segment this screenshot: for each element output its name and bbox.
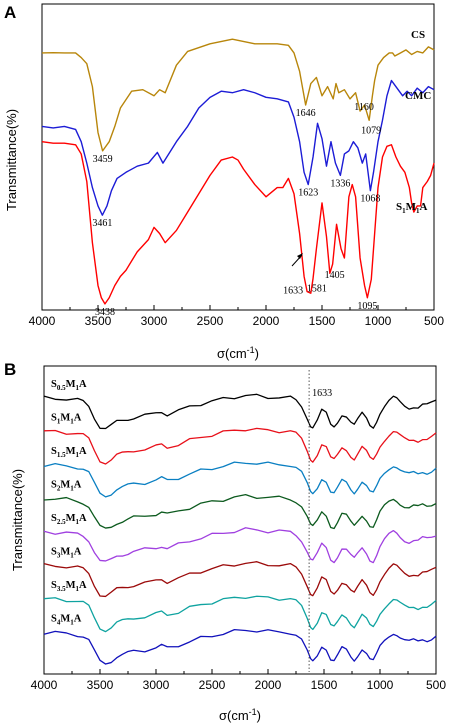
series-label-s1m1a: S1M1A	[51, 413, 82, 426]
series-label-s25m1a: S2.5M1A	[51, 513, 87, 526]
peak-label: 1095	[357, 301, 377, 312]
series-line-cs	[41, 38, 435, 152]
x-tick-label: 4000	[29, 314, 56, 328]
peak-label: 1623	[298, 188, 318, 199]
peak-label: 3459	[93, 154, 113, 165]
series-line-s35m1a	[43, 595, 437, 633]
panel-a-series-lines	[41, 38, 435, 305]
x-tick-label: 500	[424, 314, 444, 328]
reference-line-1633-label: 1633	[312, 388, 332, 399]
peak-label: 1633	[283, 286, 303, 297]
x-tick-label: 1000	[365, 314, 392, 328]
series-line-s25m1a	[43, 527, 437, 564]
series-line-s3m1a	[43, 561, 437, 598]
panel-a-x-ticks	[41, 305, 435, 310]
x-tick-label: 2500	[199, 678, 226, 692]
panel-b-series-lines	[43, 393, 437, 665]
panel-b-xlabel: σ(cm-1)	[219, 707, 261, 723]
series-label-s3m1a: S3M1A	[51, 547, 82, 560]
panel-b-letter: B	[4, 360, 16, 379]
x-tick-label: 500	[426, 678, 446, 692]
panel-b: B Transmittance(%) 4000 3500 3000 2500 2000 1…	[4, 360, 446, 723]
peak-label: 1405	[325, 270, 345, 281]
series-label-s2m1a: S2M1A	[51, 480, 82, 493]
x-tick-label: 1500	[311, 678, 338, 692]
panel-a-x-tick-labels: 4000 3500 3000 2500 2000 1500 1000 500	[29, 314, 445, 328]
peak-label: 1336	[330, 178, 350, 189]
panel-a-ylabel: Transmittance(%)	[4, 109, 19, 211]
panel-b-ylabel: Transmittance(%)	[10, 469, 25, 571]
peak-label: 1160	[354, 102, 374, 113]
series-line-s1m1a	[41, 141, 435, 305]
series-line-s05m1a	[43, 393, 437, 430]
panel-b-x-ticks	[43, 669, 437, 674]
series-label-cmc: CMC	[405, 90, 431, 102]
panel-a-xlabel: σ(cm-1)	[217, 345, 259, 361]
series-label-s05m1a: S0.5M1A	[51, 379, 87, 392]
x-tick-label: 3000	[141, 314, 168, 328]
series-line-s4m1a	[43, 628, 437, 665]
series-label-cs: CS	[411, 29, 425, 41]
series-label-s35m1a: S3.5M1A	[51, 580, 87, 593]
x-tick-label: 3000	[143, 678, 170, 692]
x-tick-label: 4000	[31, 678, 58, 692]
panel-a-letter: A	[4, 3, 16, 22]
x-tick-label: 1000	[367, 678, 394, 692]
panel-a-peak-labels: 3459 1646 1160 1079 3461 1623 1336 1068 3438 1633…	[92, 102, 381, 318]
peak-label: 1581	[307, 283, 327, 294]
peak-label: 1068	[360, 194, 380, 205]
x-tick-label: 2500	[197, 314, 224, 328]
peak-label: 3438	[95, 307, 115, 318]
peak-label: 1079	[361, 125, 381, 136]
series-line-s1m1a	[43, 427, 437, 465]
panel-b-x-tick-labels: 4000 3500 3000 2500 2000 1500 1000 500	[31, 678, 447, 692]
x-tick-label: 1500	[309, 314, 336, 328]
peak-label: 1646	[296, 108, 316, 119]
series-label-s4m1a: S4M1A	[51, 614, 82, 627]
arrow-1633	[291, 253, 303, 267]
series-line-s15m1a	[43, 461, 437, 498]
x-tick-label: 3500	[85, 314, 112, 328]
x-tick-label: 3500	[87, 678, 114, 692]
series-line-s2m1a	[43, 493, 437, 530]
x-tick-label: 2000	[253, 314, 280, 328]
peak-label: 3461	[92, 218, 112, 229]
panel-b-series-labels: S0.5M1A S1M1A S1.5M1A S2M1A S2.5M1A S3M1A S3.5…	[51, 379, 87, 627]
series-label-s15m1a: S1.5M1A	[51, 446, 87, 459]
panel-a: A Transmittance(%) 4000 3500 3000 2500 2000 1…	[4, 3, 445, 361]
series-label-s1m1a: S1M1A	[396, 201, 428, 215]
x-tick-label: 2000	[255, 678, 282, 692]
series-line-cmc	[41, 79, 435, 216]
